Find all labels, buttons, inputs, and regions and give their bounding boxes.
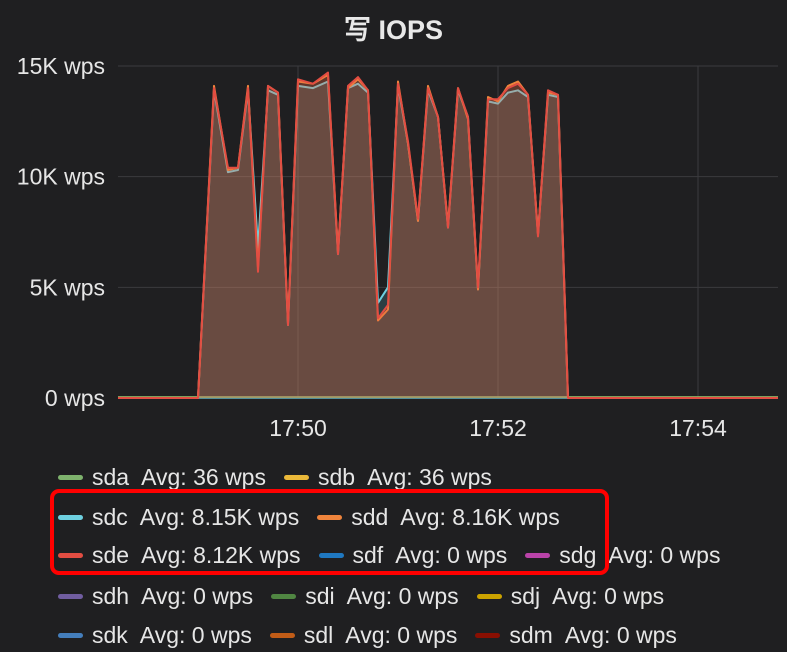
legend-item-sdb[interactable]: sdb Avg: 36 wps bbox=[283, 463, 492, 491]
legend-avg-sdf: Avg: 0 wps bbox=[395, 541, 508, 568]
y-tick-label: 5K wps bbox=[30, 274, 105, 300]
legend-swatch-sdh[interactable] bbox=[58, 593, 83, 599]
legend-avg-sda: Avg: 36 wps bbox=[141, 463, 266, 490]
legend-label-sdk[interactable]: sdk bbox=[92, 621, 128, 648]
series-area-sde bbox=[118, 72, 778, 398]
legend-avg-sdc: Avg: 8.15K wps bbox=[139, 503, 300, 530]
legend-avg-sdi: Avg: 0 wps bbox=[346, 582, 459, 609]
legend-item-sdc[interactable]: sdc Avg: 8.15K wps bbox=[58, 504, 299, 531]
panel-title-icon: 写 bbox=[343, 15, 371, 45]
legend-avg-sdb: Avg: 36 wps bbox=[367, 463, 492, 490]
legend-swatch-sdj[interactable] bbox=[476, 593, 502, 599]
x-tick-label: 17:50 bbox=[269, 415, 327, 441]
legend-avg-sde: Avg: 8.12K wps bbox=[141, 541, 301, 568]
legend-swatch-sdi[interactable] bbox=[271, 593, 297, 599]
legend-swatch-sdl[interactable] bbox=[269, 632, 295, 638]
legend-label-sdc[interactable]: sdc bbox=[92, 503, 128, 530]
legend-item-sdi[interactable]: sdi Avg: 0 wps bbox=[271, 583, 459, 610]
legend-label-sde[interactable]: sde bbox=[92, 541, 130, 568]
panel-title[interactable]: 写 IOPS bbox=[0, 8, 787, 47]
legend-item-sdm[interactable]: sdm Avg: 0 wps bbox=[475, 622, 677, 649]
legend-row: sdh Avg: 0 wps sdi Avg: 0 wps sdj Avg: 0 wps bbox=[58, 581, 682, 611]
legend-label-sdd[interactable]: sdd bbox=[351, 503, 389, 530]
legend-row: sde Avg: 8.12K wps sdf Avg: 0 wps sdg Avg: 0 … bbox=[58, 540, 738, 570]
legend-item-sdf[interactable]: sdf Avg: 0 wps bbox=[318, 541, 508, 569]
legend-label-sdm[interactable]: sdm bbox=[509, 621, 553, 648]
highlight-box bbox=[50, 489, 609, 575]
legend-row: sda Avg: 36 wps sdb Avg: 36 wps bbox=[58, 462, 510, 492]
legend-item-sdd[interactable]: sdd Avg: 8.16K wps bbox=[317, 504, 560, 531]
legend-label-sdf[interactable]: sdf bbox=[352, 541, 384, 568]
legend-swatch-sdf[interactable] bbox=[318, 552, 344, 558]
legend-row: sdc Avg: 8.15K wps sdd Avg: 8.16K wps bbox=[58, 502, 578, 532]
x-tick-label: 17:54 bbox=[669, 415, 727, 441]
legend-label-sdl[interactable]: sdl bbox=[303, 621, 334, 648]
legend-item-sdh[interactable]: sdh Avg: 0 wps bbox=[58, 583, 253, 610]
x-tick-label: 17:52 bbox=[469, 415, 527, 441]
iops-chart[interactable]: 0 wps 5K wps 10K wps 15K wps 17:50 17:52 17:54 bbox=[0, 0, 787, 460]
legend-label-sdi[interactable]: sdi bbox=[305, 582, 335, 609]
legend-avg-sdh: Avg: 0 wps bbox=[141, 582, 254, 609]
legend-swatch-sdc[interactable] bbox=[58, 514, 83, 520]
legend-swatch-sdd[interactable] bbox=[317, 514, 343, 520]
legend-item-sdk[interactable]: sdk Avg: 0 wps bbox=[58, 622, 252, 649]
legend-avg-sdl: Avg: 0 wps bbox=[345, 621, 458, 648]
legend-label-sda[interactable]: sda bbox=[92, 463, 130, 490]
legend-avg-sdk: Avg: 0 wps bbox=[139, 621, 252, 648]
y-tick-label: 10K wps bbox=[17, 164, 105, 190]
legend-swatch-sda[interactable] bbox=[58, 474, 83, 480]
legend-label-sdh[interactable]: sdh bbox=[92, 582, 130, 609]
series-line-sde bbox=[118, 71, 778, 399]
legend-avg-sdg: Avg: 0 wps bbox=[608, 541, 721, 568]
legend-item-sde[interactable]: sde Avg: 8.12K wps bbox=[58, 542, 301, 569]
legend-swatch-sdm[interactable] bbox=[475, 632, 501, 638]
legend-item-sdl[interactable]: sdl Avg: 0 wps bbox=[269, 621, 458, 649]
legend-item-sda[interactable]: sda Avg: 36 wps bbox=[58, 464, 266, 491]
y-tick-label: 15K wps bbox=[17, 53, 105, 79]
series-area-sdd bbox=[118, 74, 778, 399]
legend-swatch-sdk[interactable] bbox=[58, 632, 83, 638]
legend-item-sdj[interactable]: sdj Avg: 0 wps bbox=[476, 582, 665, 610]
legend-label-sdg[interactable]: sdg bbox=[559, 541, 597, 568]
legend-avg-sdm: Avg: 0 wps bbox=[564, 621, 677, 648]
panel-title-text: IOPS bbox=[378, 15, 444, 45]
legend-avg-sdd: Avg: 8.16K wps bbox=[400, 503, 560, 530]
legend-swatch-sde[interactable] bbox=[58, 552, 83, 558]
y-tick-label: 0 wps bbox=[45, 385, 105, 411]
legend-label-sdj[interactable]: sdj bbox=[510, 582, 541, 609]
legend-row: sdk Avg: 0 wps sdl Avg: 0 wps sdm Avg: 0 wps bbox=[58, 620, 695, 650]
legend-label-sdb[interactable]: sdb bbox=[317, 463, 356, 490]
series-area-sdc bbox=[118, 81, 778, 398]
legend-avg-sdj: Avg: 0 wps bbox=[552, 582, 665, 609]
legend-item-sdg[interactable]: sdg Avg: 0 wps bbox=[525, 542, 720, 569]
legend-swatch-sdb[interactable] bbox=[283, 474, 309, 480]
legend-swatch-sdg[interactable] bbox=[525, 552, 551, 558]
